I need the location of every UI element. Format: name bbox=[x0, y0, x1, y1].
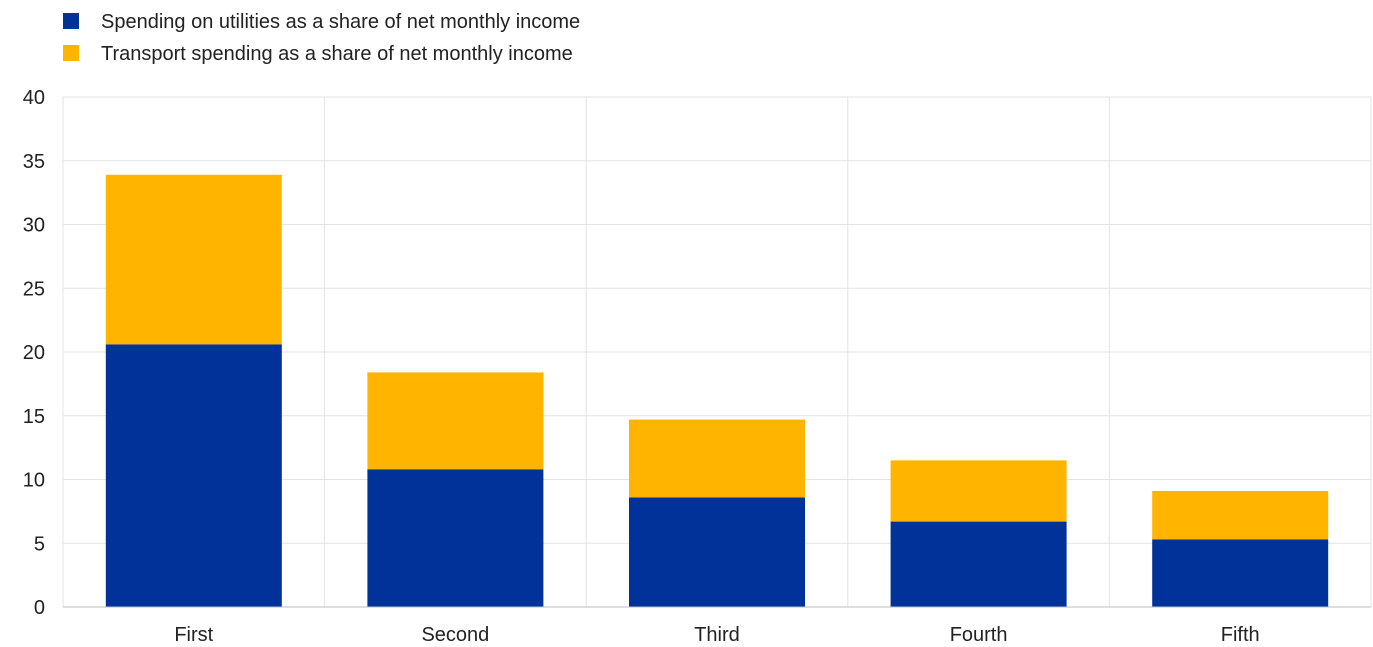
bar-third-series-1 bbox=[629, 497, 805, 607]
x-tick-label-first: First bbox=[174, 624, 213, 646]
chart-bars bbox=[105, 174, 1329, 607]
bar-fifth-series-2 bbox=[1152, 490, 1329, 540]
bar-first-series-2 bbox=[105, 174, 282, 345]
legend-swatch-1 bbox=[63, 13, 79, 29]
x-tick-label-second: Second bbox=[421, 624, 489, 646]
x-axis: First Second Third Fourth Fifth bbox=[63, 606, 1371, 646]
legend-label-2: Transport spending as a share of net mon… bbox=[101, 43, 573, 65]
y-tick-label-10: 10 bbox=[23, 470, 45, 492]
y-tick-label-25: 25 bbox=[23, 278, 45, 300]
y-tick-label-0: 0 bbox=[34, 597, 45, 619]
legend-label-1: Spending on utilities as a share of net … bbox=[101, 11, 580, 33]
bar-fifth-series-1 bbox=[1152, 539, 1329, 607]
bar-second-series-1 bbox=[367, 469, 544, 607]
y-tick-label-30: 30 bbox=[23, 215, 45, 237]
legend-swatch-2 bbox=[63, 45, 79, 61]
bar-fourth-series-1 bbox=[890, 521, 1067, 607]
y-tick-label-35: 35 bbox=[23, 151, 45, 173]
x-tick-label-fifth: Fifth bbox=[1221, 624, 1260, 646]
y-tick-label-15: 15 bbox=[23, 406, 45, 428]
y-tick-label-40: 40 bbox=[23, 87, 45, 109]
x-tick-label-third: Third bbox=[694, 624, 740, 646]
bar-fourth-series-2 bbox=[890, 460, 1067, 522]
x-tick-label-fourth: Fourth bbox=[950, 624, 1008, 646]
bar-second-series-2 bbox=[367, 372, 544, 470]
y-axis: 0 5 10 15 20 25 30 35 40 bbox=[23, 87, 45, 619]
bar-first-series-1 bbox=[105, 344, 282, 607]
bar-third-series-2 bbox=[629, 419, 805, 498]
y-tick-label-5: 5 bbox=[34, 533, 45, 555]
chart-legend: Spending on utilities as a share of net … bbox=[63, 11, 580, 65]
y-tick-label-20: 20 bbox=[23, 342, 45, 364]
